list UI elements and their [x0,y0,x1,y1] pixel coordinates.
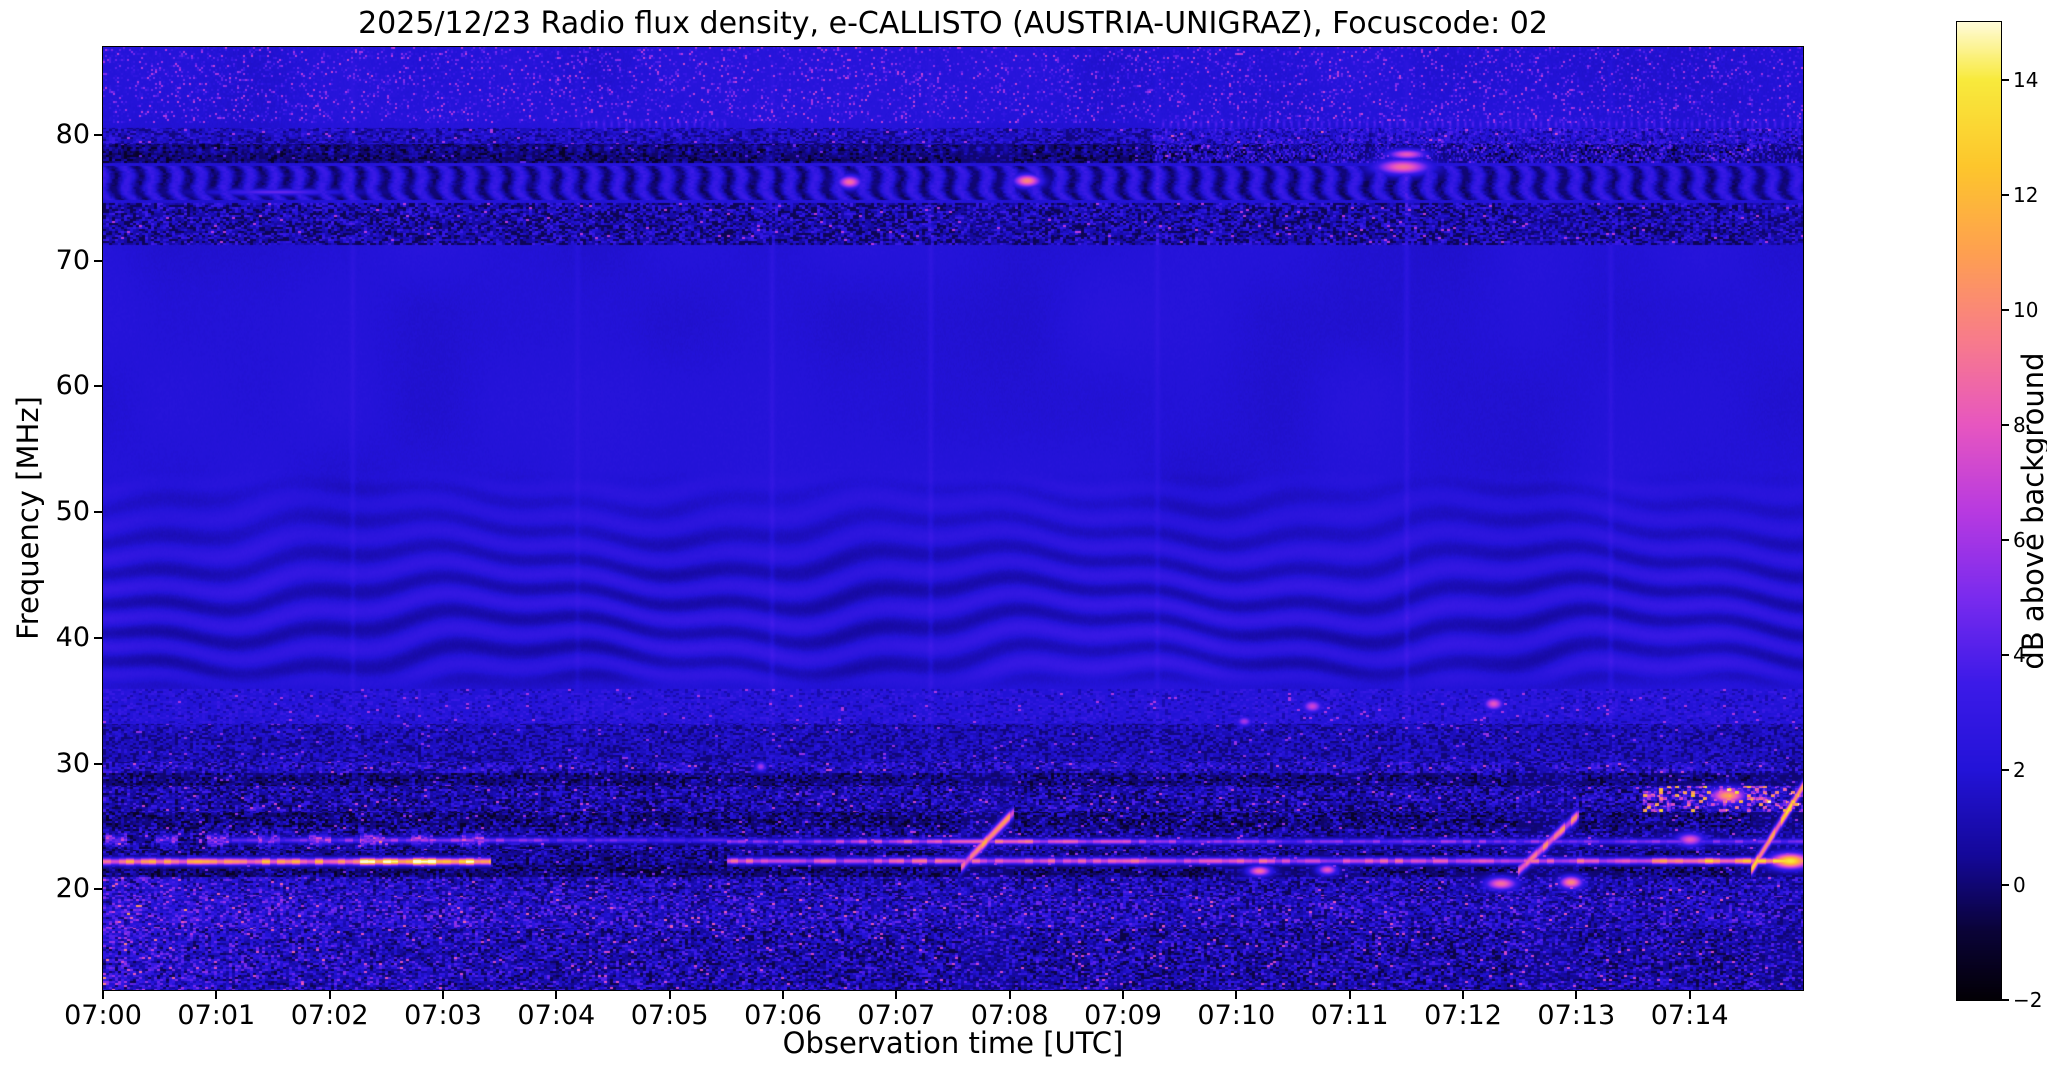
x-tick-label: 07:04 [517,1000,596,1031]
colorbar-tick-mark [2002,653,2009,656]
plot-border [102,46,1804,991]
y-tick-mark [94,888,102,891]
colorbar-tick-mark [2002,193,2009,196]
colorbar-tick-mark [2002,883,2009,886]
colorbar-tick-label: 10 [2013,297,2039,322]
x-tick-label: 07:00 [64,1000,142,1031]
x-tick-mark [442,991,444,999]
colorbar-tick-label: 2 [2013,757,2026,782]
x-tick-mark [1348,991,1351,999]
x-tick-label: 07:14 [1650,1000,1729,1031]
y-tick-label: 30 [55,747,90,779]
y-tick-label: 20 [55,873,90,905]
y-tick-label: 60 [55,370,90,402]
x-tick-label: 07:07 [857,1000,936,1031]
colorbar-border [1956,21,2002,1001]
y-tick-mark [94,511,102,514]
colorbar-tick-mark [2002,308,2009,311]
y-tick-mark [94,259,102,262]
spectrogram-heatmap [103,47,1803,990]
y-tick-label: 50 [55,496,90,528]
x-tick-label: 07:10 [1197,1000,1276,1031]
y-tick-mark [94,385,102,388]
colorbar-tick-label: 4 [2013,642,2026,667]
x-axis-label: Observation time [UTC] [782,1026,1124,1060]
x-tick-label: 07:12 [1424,1000,1502,1031]
colorbar-tick-label: 0 [2013,872,2026,897]
colorbar-tick-mark [2002,538,2009,541]
colorbar-gradient [1957,22,2001,1000]
colorbar-tick-label: −2 [2013,988,2043,1012]
y-tick-mark [94,134,102,136]
x-tick-mark [1122,991,1124,999]
x-tick-mark [782,991,784,999]
x-tick-label: 07:02 [290,1000,369,1031]
x-tick-mark [668,991,671,999]
y-tick-mark [94,636,102,639]
x-tick-label: 07:06 [744,1000,822,1031]
x-tick-label: 07:03 [404,1000,482,1031]
x-tick-label: 07:05 [630,1000,709,1031]
colorbar-tick-label: 8 [2013,412,2026,437]
x-tick-mark [1462,991,1464,999]
colorbar-tick-mark [2002,423,2009,426]
x-tick-label: 07:09 [1084,1000,1162,1031]
y-tick-label: 70 [55,244,90,276]
y-tick-label: 40 [55,621,90,653]
colorbar-tick-mark [2002,78,2009,81]
x-tick-mark [895,991,898,999]
x-tick-label: 07:01 [177,1000,256,1031]
x-tick-label: 07:11 [1310,1000,1389,1031]
y-tick-mark [94,762,102,765]
chart-title: 2025/12/23 Radio flux density, e-CALLIST… [358,6,1548,41]
x-tick-mark [1008,991,1011,999]
x-tick-mark [328,991,331,999]
x-tick-label: 07:13 [1537,1000,1616,1031]
y-tick-label: 80 [55,119,90,150]
x-tick-mark [1575,991,1578,999]
x-tick-mark [1688,991,1691,999]
colorbar-tick-label: 12 [2013,182,2039,207]
x-tick-mark [555,991,558,999]
colorbar-tick-label: 14 [2013,67,2039,92]
x-tick-label: 07:08 [970,1000,1049,1031]
colorbar-label: dB above background [2016,352,2047,670]
colorbar-tick-label: 6 [2013,527,2026,552]
colorbar-tick-mark [2002,999,2009,1001]
x-tick-mark [102,991,104,999]
x-tick-mark [1235,991,1238,999]
x-tick-mark [215,991,218,999]
colorbar-tick-mark [2002,768,2009,771]
